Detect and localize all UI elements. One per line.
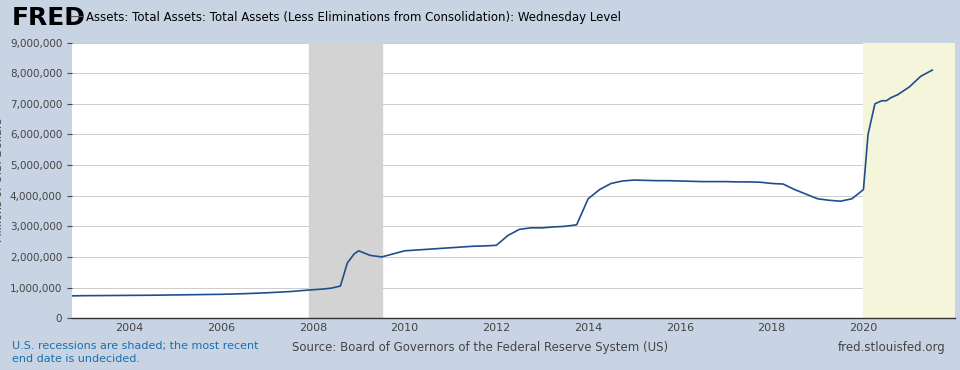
- Text: FRED: FRED: [12, 6, 85, 30]
- Text: fred.stlouisfed.org: fred.stlouisfed.org: [838, 341, 946, 354]
- Y-axis label: Millions of U.S. Dollars: Millions of U.S. Dollars: [0, 118, 5, 242]
- Bar: [309, 43, 382, 318]
- Text: Assets: Total Assets: Total Assets (Less Eliminations from Consolidation): Wedne: Assets: Total Assets: Total Assets (Less…: [86, 11, 621, 24]
- Bar: [863, 43, 955, 318]
- Text: —: —: [69, 11, 83, 24]
- Text: U.S. recessions are shaded; the most recent
end date is undecided.: U.S. recessions are shaded; the most rec…: [12, 341, 258, 364]
- Text: Source: Board of Governors of the Federal Reserve System (US): Source: Board of Governors of the Federa…: [292, 341, 668, 354]
